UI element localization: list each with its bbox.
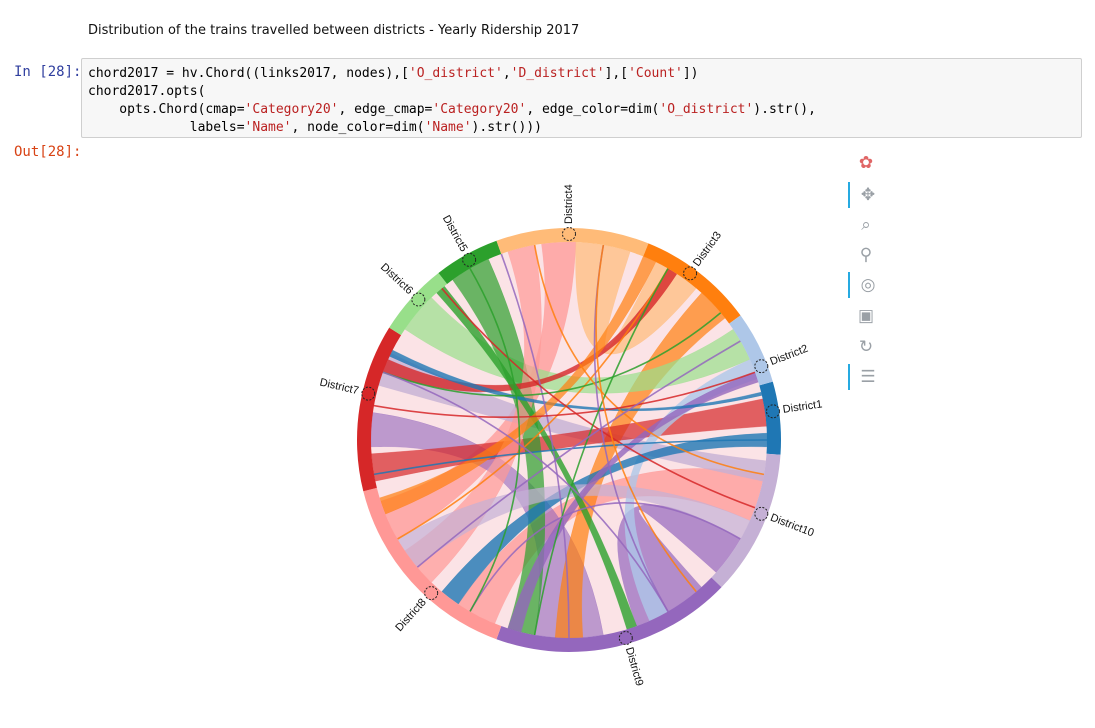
- node-district4[interactable]: [562, 227, 576, 241]
- code-line: chord2017.opts(: [88, 83, 1075, 101]
- chord-plot-output: District1 District10 District9 District8 Dis…: [81, 150, 1081, 710]
- node-district6[interactable]: [411, 292, 426, 307]
- chord-edge-line[interactable]: [382, 371, 669, 612]
- node-district5[interactable]: [462, 252, 477, 267]
- reset-tool-icon[interactable]: ↻: [858, 337, 874, 356]
- code-string: 'Category20': [244, 102, 339, 117]
- node-district7[interactable]: [361, 386, 376, 401]
- node-label: District1: [782, 398, 823, 415]
- save-tool-icon[interactable]: ▣: [857, 306, 875, 325]
- node-district3[interactable]: [683, 266, 698, 281]
- node-label: District2: [768, 343, 809, 368]
- code-text: chord2017.opts(: [88, 84, 206, 99]
- code-text: labels=: [88, 120, 245, 135]
- code-text: opts.Chord(cmap=: [88, 102, 245, 117]
- code-string: 'D_district': [510, 66, 605, 81]
- node-district9[interactable]: [618, 631, 633, 646]
- chord-edge-line[interactable]: [533, 268, 669, 636]
- code-text: , node_color=dim(: [291, 120, 425, 135]
- output-prompt: Out[28]:: [14, 144, 82, 160]
- notebook-heading: Distribution of the trains travelled bet…: [88, 23, 580, 38]
- chord-edge-line[interactable]: [469, 501, 741, 612]
- code-string: 'O_district': [408, 66, 503, 81]
- chord-edge-district1-district8[interactable]: [441, 432, 768, 605]
- code-string: 'O_district': [659, 102, 754, 117]
- input-prompt: In [28]:: [14, 64, 82, 80]
- box-zoom-tool-icon[interactable]: ⌕: [861, 215, 871, 234]
- code-string: 'Category20': [432, 102, 527, 117]
- tap-tool-icon[interactable]: ◎: [848, 272, 886, 298]
- code-text: , edge_cmap=: [338, 102, 433, 117]
- chord-edge-line[interactable]: [595, 244, 697, 593]
- chord-diagram[interactable]: District1 District10 District9 District8 Dis…: [81, 150, 1081, 710]
- bokeh-logo-icon[interactable]: ✿: [858, 153, 874, 172]
- chord-edge-line[interactable]: [397, 268, 669, 540]
- node-arc-district3[interactable]: [643, 243, 741, 324]
- node-label: District5: [440, 213, 470, 254]
- node-district1[interactable]: [765, 404, 780, 419]
- node-arc-district1[interactable]: [759, 381, 781, 455]
- node-label: District8: [393, 596, 429, 634]
- code-text: ],[: [604, 66, 629, 81]
- node-label: District9: [623, 646, 645, 688]
- node-arc-district4[interactable]: [496, 227, 649, 257]
- code-text: ).str())): [471, 120, 542, 135]
- chord-edge-line[interactable]: [469, 268, 521, 612]
- code-string: 'Name': [424, 120, 472, 135]
- chord-edge-line[interactable]: [382, 312, 722, 397]
- pan-tool-icon[interactable]: ✥: [848, 182, 886, 208]
- plot-toolbar: ✿ ✥ ⌕ ⚲ ◎ ▣ ↻ ☰: [848, 150, 884, 400]
- node-district2[interactable]: [754, 359, 769, 374]
- chord-edge-line[interactable]: [500, 253, 570, 639]
- code-line: opts.Chord(cmap='Category20', edge_cmap=…: [88, 101, 1075, 119]
- code-text: ]): [682, 66, 699, 81]
- code-string: 'Name': [244, 120, 292, 135]
- node-label: District7: [318, 377, 359, 398]
- chord-edge-line[interactable]: [416, 340, 741, 568]
- chord-edge-line[interactable]: [441, 287, 756, 509]
- code-line: chord2017 = hv.Chord((links2017, nodes),…: [88, 65, 1075, 83]
- chord-edge-line[interactable]: [373, 371, 756, 418]
- chord-edge-district6-district2[interactable]: [404, 297, 751, 394]
- hover-tool-icon[interactable]: ☰: [848, 364, 886, 390]
- node-district8[interactable]: [424, 586, 439, 601]
- node-arc-district8[interactable]: [363, 487, 502, 640]
- node-label: District6: [378, 261, 415, 297]
- node-label: District3: [691, 230, 724, 269]
- code-cell[interactable]: chord2017 = hv.Chord((links2017, nodes),…: [81, 58, 1082, 138]
- node-label: District10: [769, 512, 816, 540]
- code-text: ,: [502, 66, 511, 81]
- code-line: labels='Name', node_color=dim('Name').st…: [88, 119, 1075, 137]
- node-arc-district10[interactable]: [711, 453, 781, 588]
- code-string: 'Count': [628, 66, 683, 81]
- code-text: , edge_color=dim(: [526, 102, 660, 117]
- code-text: chord2017 = hv.Chord((links2017, nodes),…: [88, 66, 409, 81]
- chord-edge-line[interactable]: [533, 244, 765, 476]
- wheel-zoom-tool-icon[interactable]: ⚲: [859, 245, 873, 264]
- node-arc-district7[interactable]: [357, 327, 402, 492]
- code-text: ).str(),: [753, 102, 816, 117]
- chord-edge-line[interactable]: [373, 439, 768, 476]
- node-arc-district9[interactable]: [496, 577, 722, 652]
- node-label: District4: [563, 184, 575, 224]
- node-district10[interactable]: [754, 506, 769, 521]
- chord-edge-district3-district8[interactable]: [379, 256, 657, 515]
